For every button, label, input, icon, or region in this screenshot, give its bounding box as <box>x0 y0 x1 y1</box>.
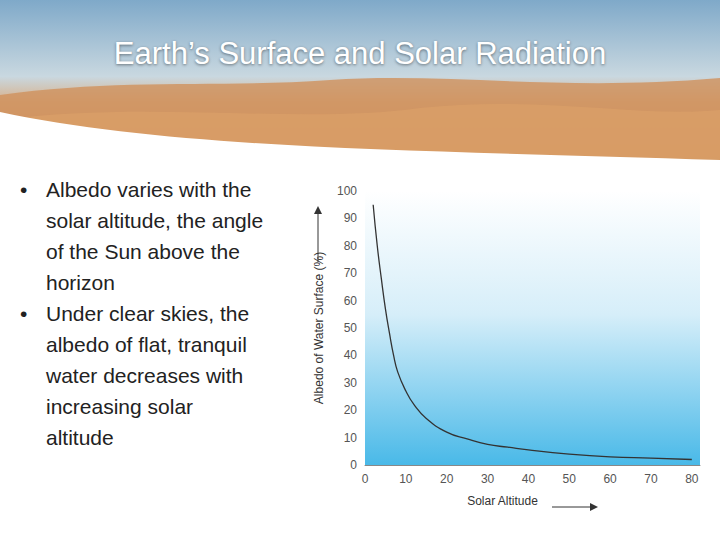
html-text:Under clear skies, the albedo: Under clear skies, the albedo of flat, t… <box>46 302 250 449</box>
svg-text:60: 60 <box>344 294 358 308</box>
svg-text:10: 10 <box>399 472 413 486</box>
svg-text:30: 30 <box>481 472 495 486</box>
svg-text:Solar Altitude: Solar Altitude <box>467 494 538 508</box>
html-text:Albedo varies with the solar a: Albedo varies with the solar altitude, t… <box>46 178 264 294</box>
svg-text:10: 10 <box>344 431 358 445</box>
svg-text:80: 80 <box>344 239 358 253</box>
svg-text:70: 70 <box>644 472 658 486</box>
svg-text:20: 20 <box>440 472 454 486</box>
svg-text:0: 0 <box>362 472 369 486</box>
svg-text:Albedo of Water Surface (%): Albedo of Water Surface (%) <box>312 252 326 404</box>
svg-text:40: 40 <box>522 472 536 486</box>
svg-text:100: 100 <box>337 184 357 198</box>
svg-text:90: 90 <box>344 211 358 225</box>
svg-text:20: 20 <box>344 403 358 417</box>
svg-text:70: 70 <box>344 266 358 280</box>
svg-text:50: 50 <box>344 321 358 335</box>
html-text:Earth’s Surface and Solar Radi: Earth’s Surface and Solar Radiation <box>113 36 607 71</box>
svg-text:0: 0 <box>350 458 357 472</box>
svg-text:40: 40 <box>344 348 358 362</box>
svg-text:60: 60 <box>603 472 617 486</box>
svg-text:30: 30 <box>344 376 358 390</box>
svg-text:50: 50 <box>563 472 577 486</box>
svg-text:80: 80 <box>685 472 699 486</box>
